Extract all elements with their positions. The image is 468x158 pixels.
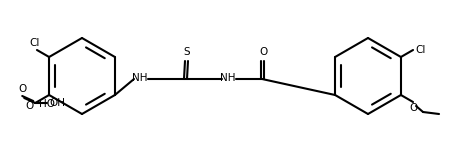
Text: O: O xyxy=(18,84,26,94)
Text: Cl: Cl xyxy=(415,45,425,55)
Text: OH: OH xyxy=(49,98,65,108)
Text: NH: NH xyxy=(132,73,148,83)
Text: HO: HO xyxy=(39,99,55,109)
Text: O: O xyxy=(409,103,417,113)
Text: NH: NH xyxy=(220,73,236,83)
Text: Cl: Cl xyxy=(30,38,40,48)
Text: O: O xyxy=(259,47,267,57)
Text: S: S xyxy=(183,47,190,57)
Text: O: O xyxy=(25,101,33,111)
